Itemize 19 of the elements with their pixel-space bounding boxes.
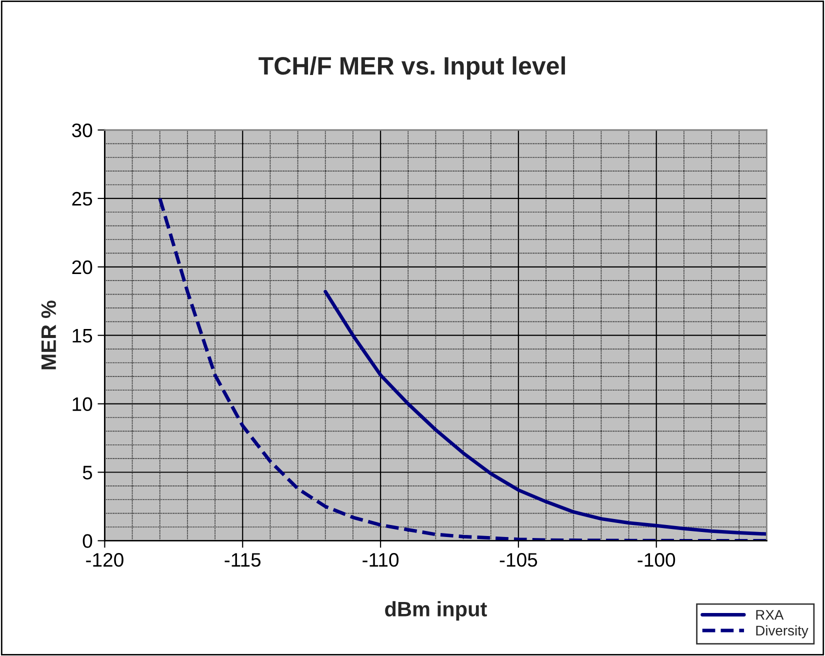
y-tick-label: 15: [72, 329, 92, 343]
x-tick-label: -120: [86, 553, 124, 567]
y-tick-label: 10: [72, 397, 92, 412]
chart-title: TCH/F MER vs. Input level: [258, 56, 565, 80]
line-series: [324, 290, 767, 536]
x-tick-label: -115: [224, 553, 261, 567]
y-tick-label: 30: [72, 123, 92, 138]
line-series: [158, 196, 767, 541]
legend-label: Diversity: [756, 625, 808, 638]
y-tick-label: 25: [72, 192, 92, 206]
x-tick-label: -100: [638, 553, 676, 567]
y-tick-label: 0: [82, 534, 92, 548]
x-tick-label: -105: [500, 553, 538, 567]
x-axis-title: dBm input: [385, 601, 487, 621]
y-tick-label: 20: [72, 260, 92, 274]
x-tick-label: -110: [362, 553, 399, 567]
legend-label: RXA: [756, 610, 784, 620]
y-axis-title: MER %: [41, 300, 56, 370]
y-tick-label: 5: [82, 466, 92, 480]
